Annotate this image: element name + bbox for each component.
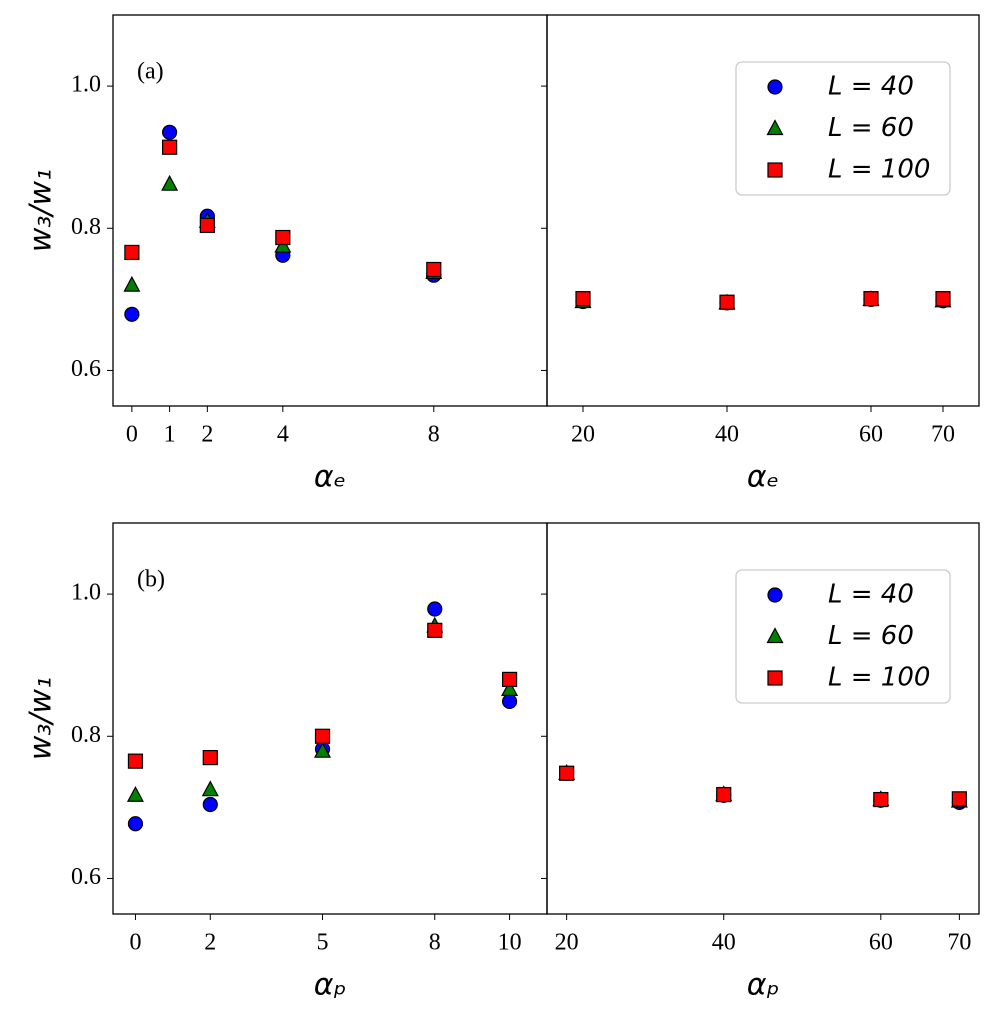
legend-marker <box>766 627 784 644</box>
legend-label: L = 40 <box>828 580 914 610</box>
data-point <box>199 217 215 234</box>
x-tick-label: 5 <box>317 930 329 956</box>
y-axis-label: w₃/w₁ <box>24 169 59 252</box>
y-tick-label: 0.6 <box>71 356 101 382</box>
data-point <box>275 229 291 246</box>
y-tick-label: 0.8 <box>71 722 101 748</box>
x-tick-label: 4 <box>277 422 289 448</box>
y-tick-label: 1.0 <box>71 72 101 98</box>
data-point <box>127 753 144 769</box>
axes-frame <box>546 14 980 407</box>
y-tick-label: 0.6 <box>71 864 101 890</box>
data-point <box>863 291 879 307</box>
data-point <box>501 693 518 710</box>
legend-label: L = 100 <box>828 663 930 693</box>
data-point <box>935 291 951 307</box>
x-axis-label: αₚ <box>747 968 780 1003</box>
data-point <box>123 275 141 292</box>
y-tick-label: 0.8 <box>71 214 101 240</box>
data-point <box>161 174 179 191</box>
x-tick-label: 0 <box>126 422 138 448</box>
x-axis-label: αₑ <box>747 460 779 495</box>
x-tick-label: 70 <box>947 930 971 956</box>
legend-label: L = 40 <box>828 72 914 102</box>
data-point <box>314 741 332 758</box>
x-tick-label: 10 <box>498 930 522 956</box>
data-point <box>575 291 591 307</box>
x-tick-label: 8 <box>428 422 440 448</box>
data-point <box>126 786 144 802</box>
axes-frame <box>112 14 548 407</box>
data-point <box>719 294 735 310</box>
x-tick-label: 20 <box>555 930 579 956</box>
x-tick-label: 1 <box>164 422 176 448</box>
data-point <box>162 139 178 155</box>
data-point <box>314 728 331 744</box>
legend-marker <box>767 162 783 178</box>
data-point <box>951 791 967 807</box>
data-point <box>162 124 178 140</box>
data-point <box>127 816 144 832</box>
data-point <box>426 261 442 278</box>
legend-box <box>735 569 951 704</box>
x-tick-label: 20 <box>571 422 595 448</box>
x-tick-label: 60 <box>859 422 883 448</box>
data-point <box>124 306 140 322</box>
legend-marker <box>767 79 783 95</box>
data-point <box>427 622 443 638</box>
data-point <box>501 680 519 696</box>
x-tick-label: 8 <box>429 930 441 956</box>
data-point <box>124 244 140 261</box>
x-tick-label: 2 <box>204 930 216 956</box>
x-tick-label: 60 <box>869 930 893 956</box>
data-point <box>501 671 518 688</box>
legend-marker <box>767 670 783 686</box>
legend-label: L = 100 <box>828 155 930 185</box>
panel-label: (a) <box>137 59 164 85</box>
x-axis-label: αₚ <box>314 968 347 1003</box>
legend-box <box>735 61 951 196</box>
x-tick-label: 40 <box>712 930 736 956</box>
legend-label: L = 60 <box>828 621 914 651</box>
x-tick-label: 2 <box>201 422 213 448</box>
y-axis-label: w₃/w₁ <box>24 677 59 760</box>
legend-marker <box>766 119 784 136</box>
data-point <box>427 601 443 617</box>
x-tick-label: 70 <box>931 422 955 448</box>
axes-frame <box>546 522 980 915</box>
x-tick-label: 40 <box>715 422 739 448</box>
data-point <box>202 796 218 813</box>
data-point <box>202 749 218 766</box>
data-point <box>873 791 889 808</box>
data-point <box>559 765 575 781</box>
x-tick-label: 0 <box>129 930 141 956</box>
legend-label: L = 60 <box>828 113 914 143</box>
data-point <box>716 786 732 803</box>
x-axis-label: αₑ <box>314 460 346 495</box>
panel-label: (b) <box>137 567 165 593</box>
axes-frame <box>112 522 548 915</box>
data-point <box>201 780 219 797</box>
legend-marker <box>767 587 783 603</box>
y-tick-label: 1.0 <box>71 580 101 606</box>
